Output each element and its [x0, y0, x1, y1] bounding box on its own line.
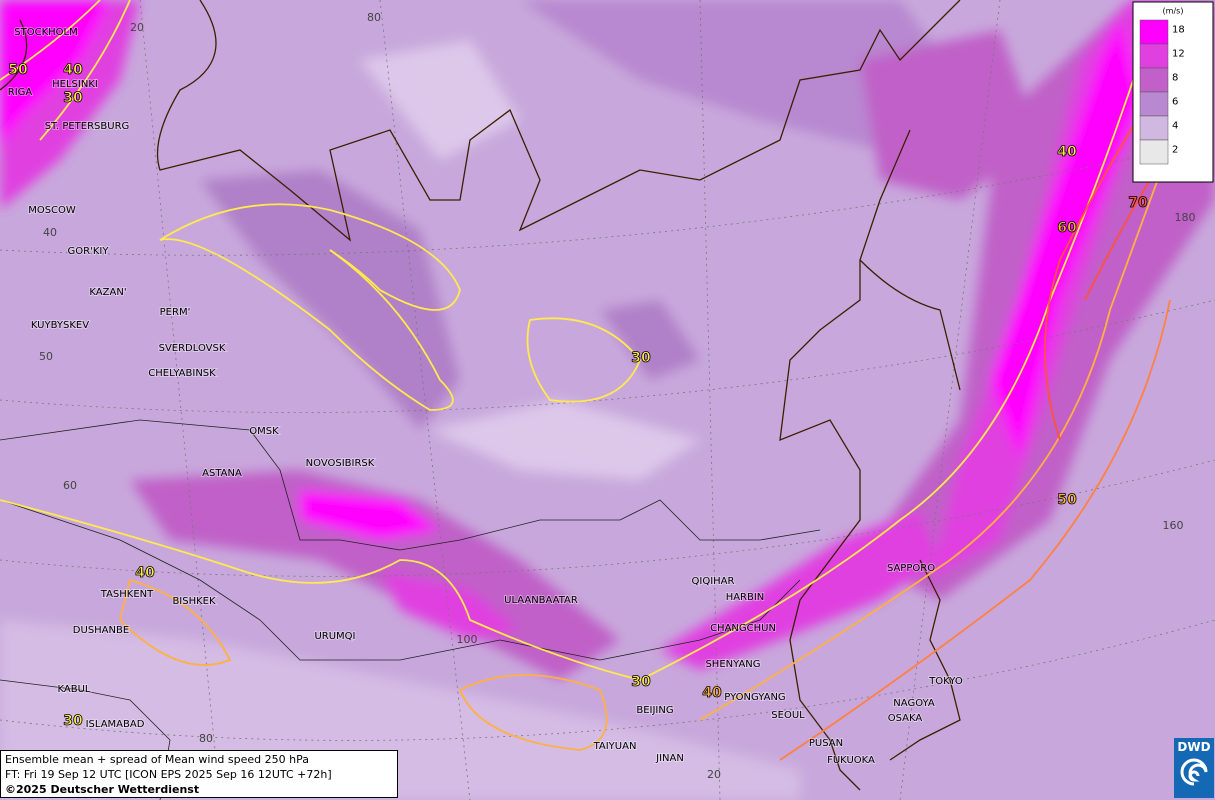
contour-label: 40 — [135, 565, 155, 581]
contour-label: 60 — [1057, 220, 1077, 236]
city-label: RIGA — [8, 87, 33, 98]
graticule-labels: 80 20 40 180 50 60 160 100 80 20 — [39, 11, 1196, 781]
city-label: CHELYABINSK — [148, 368, 216, 379]
legend-label: 12 — [1172, 49, 1185, 60]
city-label: ISLAMABAD — [86, 719, 145, 730]
city-label: PERM' — [160, 307, 191, 318]
city-label: BISHKEK — [172, 596, 216, 607]
legend-unit: (m/s) — [1163, 7, 1184, 16]
contour-label: 30 — [631, 674, 651, 690]
contour-label: 40 — [702, 685, 722, 701]
city-label: GOR'KIY — [68, 246, 110, 257]
contour-label: 40 — [63, 62, 83, 78]
legend-swatch — [1139, 43, 1169, 69]
city-label: FUKUOKA — [827, 755, 875, 766]
info-box: Ensemble mean + spread of Mean wind spee… — [0, 750, 398, 798]
city-label: PYONGYANG — [724, 692, 785, 703]
contour-label: 50 — [8, 62, 28, 78]
city-label: URUMQI — [314, 631, 355, 642]
city-label: TAIYUAN — [593, 741, 637, 752]
info-line: ©2025 Deutscher Wetterdienst — [5, 783, 200, 796]
city-label: KABUL — [58, 684, 91, 695]
legend-label: 2 — [1172, 145, 1178, 156]
city-label: KUYBYSKEV — [31, 320, 89, 331]
contour-labels: 50 40 30 40 70 60 30 50 40 30 40 30 — [8, 62, 1149, 730]
legend-label: 8 — [1172, 73, 1178, 84]
legend: (m/s) 18 12 8 6 4 2 — [1132, 1, 1214, 183]
graticule-label: 160 — [1163, 519, 1184, 532]
city-label: QIQIHAR — [692, 576, 735, 587]
city-label: OSAKA — [888, 713, 923, 724]
isotachs — [0, 0, 1181, 761]
city-label: KAZAN' — [89, 287, 126, 298]
graticule-label: 20 — [707, 768, 721, 781]
graticule-label: 40 — [43, 226, 57, 239]
city-label: CHANGCHUN — [710, 623, 776, 634]
city-label: HELSINKI — [52, 79, 98, 90]
city-label: SVERDLOVSK — [159, 343, 226, 354]
graticule-label: 50 — [39, 350, 53, 363]
city-label: NAGOYA — [893, 698, 935, 709]
city-label: NOVOSIBIRSK — [306, 458, 375, 469]
contour-label: 70 — [1128, 195, 1148, 211]
graticule-label: 180 — [1175, 211, 1196, 224]
graticule-label: 80 — [367, 11, 381, 24]
graticule-label: 80 — [199, 732, 213, 745]
city-label: HARBIN — [726, 592, 765, 603]
contour-label: 30 — [63, 90, 83, 106]
logo-icon — [1180, 758, 1208, 786]
city-label: TOKYO — [928, 676, 963, 687]
city-labels: STOCKHOLM HELSINKI RIGA ST. PETERSBURG MOSCO… — [7, 26, 964, 767]
contour-label: 40 — [1057, 144, 1077, 160]
city-label: ULAANBAATAR — [504, 595, 578, 606]
logo: DWD — [1174, 738, 1214, 798]
city-label: MOSCOW — [28, 205, 76, 216]
city-label: BEIJING — [636, 705, 673, 716]
legend-swatch — [1139, 91, 1169, 117]
city-label: PUSAN — [809, 738, 843, 749]
city-label: JINAN — [655, 753, 684, 764]
legend-swatch — [1139, 67, 1169, 93]
city-label: TASHKENT — [100, 589, 154, 600]
legend-label: 4 — [1172, 121, 1178, 132]
legend-swatch — [1139, 139, 1169, 165]
legend-label: 18 — [1172, 25, 1185, 36]
logo-text: DWD — [1177, 740, 1211, 754]
legend-label: 6 — [1172, 97, 1178, 108]
city-label: SAPPORO — [887, 563, 935, 574]
city-label: ST. PETERSBURG — [45, 121, 130, 132]
legend-swatch — [1139, 19, 1169, 45]
contour-label: 30 — [631, 350, 651, 366]
graticule-label: 100 — [457, 633, 478, 646]
city-label: SHENYANG — [705, 659, 760, 670]
legend-swatch — [1139, 115, 1169, 141]
city-label: DUSHANBE — [73, 625, 129, 636]
city-label: ASTANA — [202, 468, 242, 479]
contour-label: 50 — [1057, 492, 1077, 508]
city-label: STOCKHOLM — [14, 27, 77, 38]
contour-label: 30 — [63, 713, 83, 729]
graticule-label: 60 — [63, 479, 77, 492]
graticule-label: 20 — [130, 21, 144, 34]
info-line: Ensemble mean + spread of Mean wind spee… — [5, 753, 309, 766]
info-line: FT: Fri 19 Sep 12 UTC [ICON EPS 2025 Sep… — [5, 768, 332, 781]
city-label: SEOUL — [771, 710, 805, 721]
coastline — [0, 0, 961, 791]
city-label: OMSK — [249, 426, 279, 437]
